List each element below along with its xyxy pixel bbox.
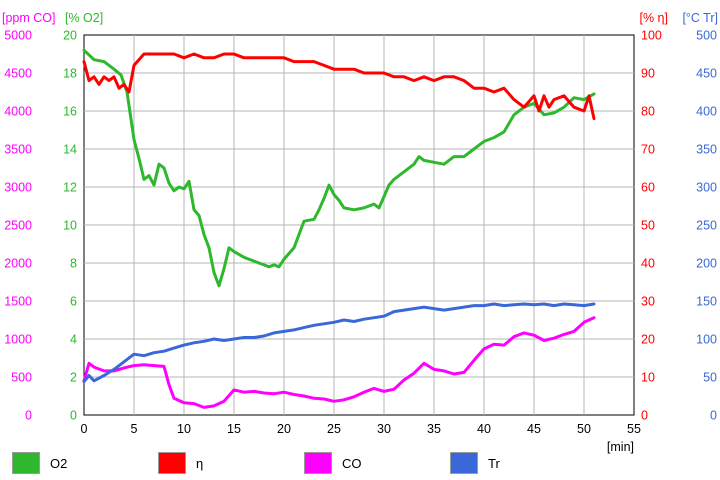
y-tick-label-co: 3000: [4, 181, 32, 195]
legend-label-eta: η: [196, 455, 204, 471]
y-tick-label-tr: 450: [696, 67, 717, 81]
chart-series: [82, 48, 596, 409]
y-tick-label-co: 4000: [4, 105, 32, 119]
series-line-o2: [82, 48, 596, 288]
legend-item-eta: η: [158, 452, 304, 474]
y-tick-label-o2: 10: [63, 219, 77, 233]
y-tick-label-tr: 400: [696, 105, 717, 119]
x-tick-label: 20: [277, 422, 291, 436]
y-tick-label-o2: 8: [70, 257, 77, 271]
y-tick-label-co: 2000: [4, 257, 32, 271]
legend-swatch-co: [304, 452, 332, 474]
legend-item-co: CO: [304, 452, 450, 474]
y-tick-label-tr: 0: [710, 409, 717, 423]
series-line-tr: [82, 302, 596, 384]
legend-label-tr: Tr: [488, 455, 500, 471]
legend-swatch-eta: [158, 452, 186, 474]
y-tick-label-eta: 10: [641, 371, 655, 385]
legend-item-tr: Tr: [450, 452, 596, 474]
y-tick-label-co: 1000: [4, 333, 32, 347]
x-tick-label: 40: [477, 422, 491, 436]
x-tick-label: 0: [81, 422, 88, 436]
y-tick-label-tr: 150: [696, 295, 717, 309]
x-axis-label: [min]: [607, 440, 634, 454]
x-tick-label: 5: [131, 422, 138, 436]
y-axis-title-tr: [°C Tr]: [682, 11, 718, 25]
y-tick-label-tr: 350: [696, 143, 717, 157]
x-tick-label: 45: [527, 422, 541, 436]
y-tick-label-tr: 200: [696, 257, 717, 271]
y-tick-label-eta: 90: [641, 67, 655, 81]
x-tick-label: 35: [427, 422, 441, 436]
y-tick-label-tr: 100: [696, 333, 717, 347]
y-tick-label-tr: 50: [703, 371, 717, 385]
y-tick-label-co: 4500: [4, 67, 32, 81]
y-tick-label-co: 1500: [4, 295, 32, 309]
y-axis-title-co: [ppm CO]: [2, 11, 56, 25]
y-tick-label-co: 5000: [4, 29, 32, 43]
y-tick-label-o2: 12: [63, 181, 77, 195]
x-tick-label: 10: [177, 422, 191, 436]
y-axis-title-eta: [% η]: [640, 11, 669, 25]
series-line-co: [82, 316, 596, 409]
y-tick-label-eta: 60: [641, 181, 655, 195]
y-tick-label-o2: 18: [63, 67, 77, 81]
y-tick-label-eta: 40: [641, 257, 655, 271]
y-axis-title-o2: [% O2]: [65, 11, 103, 25]
legend-label-o2: O2: [50, 455, 68, 471]
chart-axes: 0 5 10 15 20 25 30 35 40 45 50 55[min]0500100015002…: [2, 11, 718, 454]
y-tick-label-co: 2500: [4, 219, 32, 233]
y-tick-label-o2: 14: [63, 143, 77, 157]
x-tick-label: 55: [627, 422, 641, 436]
y-tick-label-co: 3500: [4, 143, 32, 157]
y-tick-label-co: 0: [25, 409, 32, 423]
y-tick-label-eta: 100: [641, 29, 662, 43]
y-tick-label-o2: 4: [70, 333, 77, 347]
legend-swatch-o2: [12, 452, 40, 474]
y-tick-label-o2: 6: [70, 295, 77, 309]
y-tick-label-tr: 250: [696, 219, 717, 233]
x-tick-label: 30: [377, 422, 391, 436]
legend-item-o2: O2: [12, 452, 158, 474]
y-tick-label-eta: 70: [641, 143, 655, 157]
y-tick-label-tr: 300: [696, 181, 717, 195]
y-tick-label-o2: 0: [70, 409, 77, 423]
y-tick-label-o2: 2: [70, 371, 77, 385]
y-tick-label-eta: 30: [641, 295, 655, 309]
y-tick-label-eta: 50: [641, 219, 655, 233]
y-tick-label-tr: 500: [696, 29, 717, 43]
legend-swatch-tr: [450, 452, 478, 474]
x-tick-label: 50: [577, 422, 591, 436]
chart-legend: O2 η CO Tr: [12, 452, 596, 474]
y-tick-label-eta: 0: [641, 409, 648, 423]
y-tick-label-o2: 16: [63, 105, 77, 119]
legend-label-co: CO: [342, 455, 362, 471]
y-tick-label-o2: 20: [63, 29, 77, 43]
x-tick-label: 25: [327, 422, 341, 436]
x-tick-label: 15: [227, 422, 241, 436]
y-tick-label-eta: 20: [641, 333, 655, 347]
y-tick-label-co: 500: [11, 371, 32, 385]
series-line-eta: [82, 52, 596, 121]
chart-grid: [83, 34, 635, 416]
y-tick-label-eta: 80: [641, 105, 655, 119]
